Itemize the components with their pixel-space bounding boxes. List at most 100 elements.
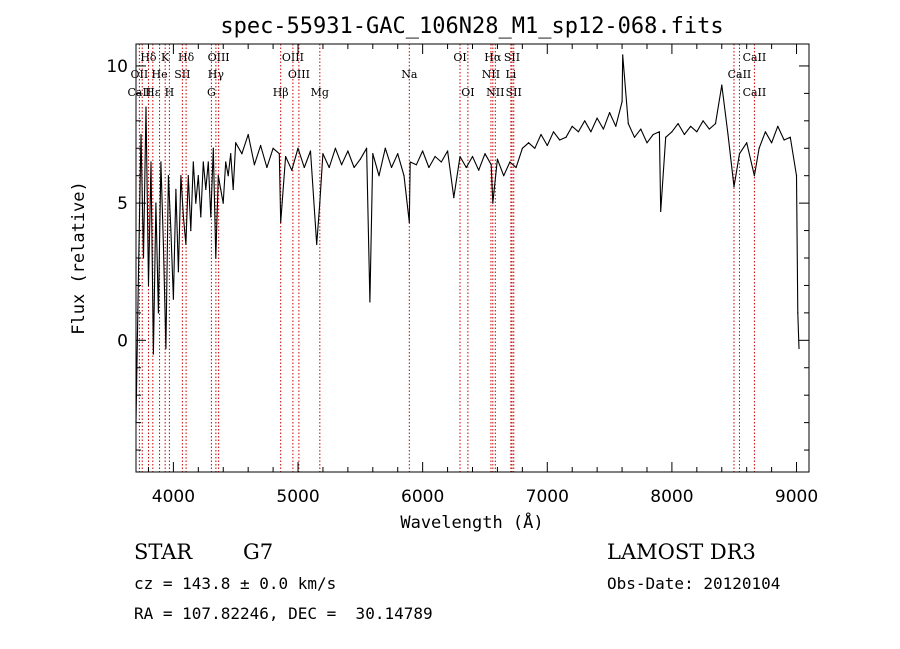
line-label: CaII — [128, 86, 152, 99]
line-label: CaII — [743, 51, 767, 64]
data-point — [658, 131, 661, 133]
data-point — [503, 175, 505, 177]
line-label: OII — [131, 68, 149, 81]
data-point — [758, 147, 760, 149]
data-point — [771, 142, 773, 144]
data-point — [210, 216, 212, 218]
data-point — [390, 166, 393, 169]
data-point — [316, 243, 318, 245]
line-label: NII — [486, 86, 504, 99]
data-point — [157, 312, 160, 314]
data-point — [284, 155, 287, 158]
data-point — [165, 347, 167, 350]
data-point — [527, 142, 530, 144]
data-point — [608, 111, 611, 114]
line-label: SII — [506, 86, 522, 99]
line-label: OIII — [282, 51, 304, 64]
data-point — [509, 161, 511, 163]
data-point — [328, 166, 330, 169]
data-point — [152, 353, 155, 355]
data-point — [272, 147, 274, 149]
data-point — [465, 166, 467, 169]
x-tick-label: 5000 — [276, 487, 319, 507]
data-point — [309, 150, 312, 152]
data-point — [225, 161, 227, 163]
data-point — [212, 147, 214, 149]
data-point — [621, 101, 623, 103]
data-point — [795, 175, 798, 177]
line-label: Mg — [311, 86, 329, 99]
plot-area — [135, 54, 800, 424]
data-point — [341, 164, 343, 166]
line-label: OI — [461, 86, 474, 99]
data-point — [155, 202, 157, 204]
data-point — [490, 164, 492, 166]
data-point — [222, 202, 224, 204]
line-label: Na — [401, 68, 418, 81]
data-point — [297, 147, 299, 149]
data-point — [187, 175, 189, 177]
data-point — [540, 133, 542, 136]
line-label: K — [161, 51, 170, 64]
line-label: Hβ — [273, 86, 289, 99]
data-point — [140, 133, 142, 136]
data-point — [596, 117, 598, 119]
data-point — [247, 133, 249, 136]
data-point — [190, 229, 192, 232]
data-point — [733, 186, 735, 188]
data-point — [378, 175, 380, 177]
data-point — [660, 210, 662, 212]
y-tick-label: 10 — [106, 57, 128, 77]
data-point — [565, 136, 567, 138]
x-tick-label: 7000 — [526, 487, 569, 507]
data-point — [278, 153, 280, 155]
data-point — [789, 136, 791, 138]
line-label: OIII — [288, 68, 310, 81]
object-class: STAR — [134, 540, 193, 564]
data-point — [546, 144, 548, 147]
data-point — [241, 153, 243, 155]
data-point — [746, 142, 748, 144]
data-point — [359, 158, 361, 160]
data-point — [783, 139, 785, 141]
data-point — [319, 202, 321, 204]
data-point — [492, 202, 494, 204]
data-point — [453, 197, 455, 199]
data-point — [291, 169, 293, 171]
data-point — [534, 147, 536, 149]
data-point — [353, 166, 355, 169]
data-point — [409, 161, 411, 163]
data-point — [195, 202, 197, 204]
data-point — [175, 188, 177, 191]
data-point — [428, 166, 430, 169]
data-point — [215, 257, 217, 259]
line-label: CaII — [728, 68, 752, 81]
data-point — [137, 271, 140, 273]
data-point — [260, 144, 262, 147]
data-point — [207, 161, 209, 163]
axes: 4000 5000 6000 7000 8000 9000 0 5 10 — [106, 43, 818, 507]
data-point — [372, 153, 374, 155]
data-point — [440, 161, 442, 163]
data-point — [220, 188, 222, 191]
line-label: H — [165, 86, 175, 99]
data-point — [702, 120, 704, 122]
data-point — [652, 133, 654, 136]
data-point — [384, 147, 386, 149]
line-label: SII — [174, 68, 190, 81]
data-point — [408, 221, 410, 223]
data-point — [434, 155, 436, 158]
data-point — [615, 125, 617, 127]
data-point — [235, 142, 237, 144]
data-point — [415, 164, 418, 166]
x-tick-label: 9000 — [775, 487, 818, 507]
plot-frame — [135, 43, 810, 473]
line-label: Hγ — [208, 68, 225, 81]
data-point — [253, 164, 255, 166]
data-point — [521, 147, 523, 149]
obs-date: Obs-Date: 20120104 — [607, 574, 781, 593]
data-point — [602, 128, 604, 130]
data-point — [798, 347, 800, 350]
line-label: He — [152, 68, 168, 81]
